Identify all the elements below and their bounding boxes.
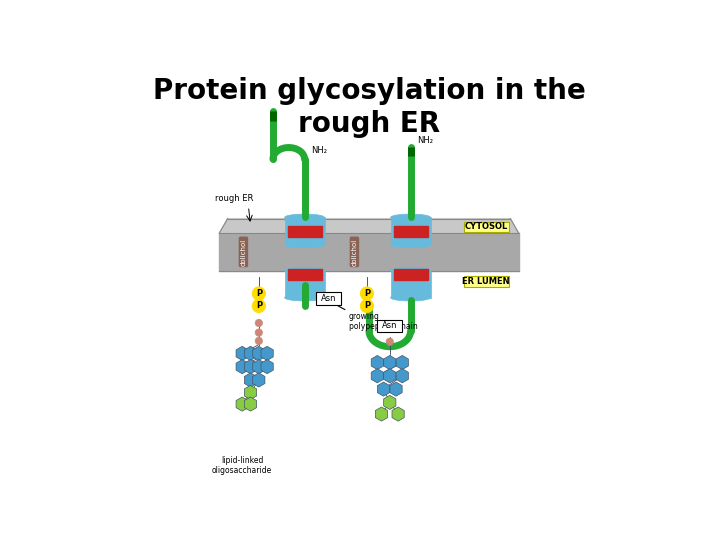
Text: NH₂: NH₂: [417, 136, 433, 145]
FancyBboxPatch shape: [464, 276, 509, 287]
Polygon shape: [261, 346, 274, 360]
Text: NH₂: NH₂: [311, 146, 327, 155]
Polygon shape: [244, 386, 256, 400]
Bar: [287, 269, 322, 280]
Polygon shape: [220, 219, 518, 233]
Polygon shape: [244, 346, 256, 360]
Circle shape: [255, 337, 263, 345]
Text: Asn: Asn: [382, 321, 397, 330]
Polygon shape: [253, 373, 265, 387]
Polygon shape: [236, 397, 248, 411]
Circle shape: [255, 329, 263, 336]
Polygon shape: [377, 382, 390, 396]
Polygon shape: [244, 373, 256, 387]
Polygon shape: [244, 360, 256, 374]
Bar: [394, 226, 428, 238]
Polygon shape: [396, 355, 408, 369]
Text: P: P: [364, 301, 370, 310]
Text: CYTOSOL: CYTOSOL: [464, 222, 508, 232]
Text: dolichol: dolichol: [240, 238, 246, 266]
Text: lipid-linked
oligosaccharide: lipid-linked oligosaccharide: [212, 456, 272, 475]
Bar: [391, 271, 431, 298]
Text: growing
polypeptide chain: growing polypeptide chain: [348, 312, 418, 331]
Text: ER LUMEN: ER LUMEN: [462, 278, 510, 286]
Circle shape: [386, 338, 394, 346]
Polygon shape: [390, 382, 402, 396]
Ellipse shape: [284, 294, 325, 301]
Polygon shape: [392, 407, 404, 421]
Polygon shape: [253, 360, 265, 374]
Polygon shape: [372, 369, 384, 383]
Text: P: P: [256, 289, 262, 298]
Ellipse shape: [391, 294, 431, 301]
Polygon shape: [244, 397, 256, 411]
Polygon shape: [236, 360, 248, 374]
Ellipse shape: [391, 241, 431, 248]
Polygon shape: [384, 395, 396, 409]
Text: dolichol: dolichol: [351, 238, 357, 266]
Text: Asn: Asn: [321, 294, 336, 303]
Polygon shape: [261, 360, 274, 374]
Polygon shape: [253, 346, 265, 360]
Polygon shape: [375, 407, 387, 421]
Polygon shape: [372, 355, 384, 369]
Circle shape: [252, 299, 266, 313]
Text: P: P: [364, 289, 370, 298]
Text: Protein glycosylation in the
rough ER: Protein glycosylation in the rough ER: [153, 77, 585, 138]
Ellipse shape: [391, 267, 431, 274]
FancyBboxPatch shape: [316, 292, 341, 305]
FancyBboxPatch shape: [464, 221, 509, 232]
Ellipse shape: [284, 241, 325, 248]
Polygon shape: [236, 346, 248, 360]
Circle shape: [252, 287, 266, 300]
Text: P: P: [256, 301, 262, 310]
Bar: [287, 226, 322, 238]
Circle shape: [360, 299, 374, 313]
Polygon shape: [396, 369, 408, 383]
Bar: [394, 269, 428, 280]
Ellipse shape: [284, 214, 325, 221]
FancyBboxPatch shape: [377, 320, 402, 332]
Bar: [284, 218, 325, 245]
Circle shape: [360, 287, 374, 300]
Text: rough ER: rough ER: [215, 194, 253, 203]
Polygon shape: [384, 355, 396, 369]
Circle shape: [255, 319, 263, 327]
Polygon shape: [220, 233, 518, 271]
Bar: [391, 218, 431, 245]
Polygon shape: [384, 369, 396, 383]
Bar: [284, 271, 325, 298]
Ellipse shape: [391, 214, 431, 221]
Ellipse shape: [284, 267, 325, 274]
